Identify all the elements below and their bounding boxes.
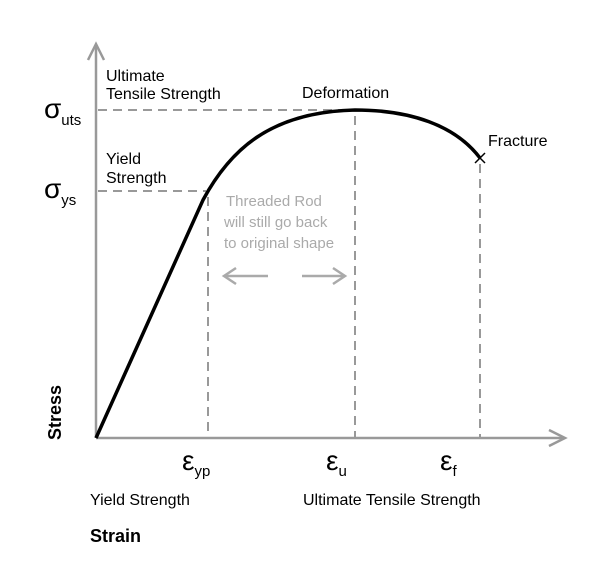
uts-label-line2: Tensile Strength	[106, 86, 221, 103]
epsilon-f: εf	[440, 445, 457, 480]
yield-strength-caption: Yield Strength	[90, 492, 190, 509]
sigma-ys: σys	[44, 173, 76, 209]
elastic-note-line2: will still go back	[223, 214, 328, 231]
x-axis-label: Strain	[90, 526, 141, 546]
sigma-uts: σuts	[44, 93, 81, 129]
fracture-x-icon	[474, 152, 486, 164]
arrow-right-icon	[302, 266, 348, 286]
fracture-label: Fracture	[488, 133, 548, 150]
arrow-left-icon	[221, 266, 268, 286]
epsilon-u: εu	[326, 445, 347, 480]
elastic-note-line1: Threaded Rod	[226, 193, 322, 210]
ys-label-line1: Yield	[106, 151, 141, 168]
ys-label-line2: Strength	[106, 170, 166, 187]
x-axis-arrow-icon	[548, 428, 568, 448]
y-axis-arrow-icon	[86, 41, 106, 61]
y-axis-label: Stress	[45, 385, 65, 440]
deformation-label: Deformation	[302, 85, 389, 102]
uts-label-line1: Ultimate	[106, 68, 165, 85]
stress-strain-curve	[94, 108, 482, 439]
elastic-note-line3: to original shape	[224, 235, 334, 252]
epsilon-yp: εyp	[182, 445, 210, 480]
uts-caption: Ultimate Tensile Strength	[303, 492, 481, 509]
